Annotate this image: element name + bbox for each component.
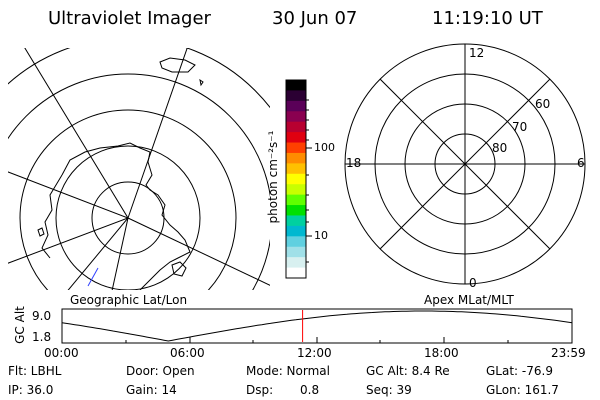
sat-track — [87, 267, 99, 287]
polar-diagonal — [379, 78, 551, 250]
orbit-y-top: 9.0 — [32, 309, 52, 323]
color-bar-band — [286, 100, 306, 112]
color-bar-band — [286, 111, 306, 123]
lat-70-label: 70 — [512, 120, 528, 134]
time-label: 11:19:10 UT — [432, 8, 543, 29]
colorbar-tick-100-label: 100 — [314, 141, 335, 154]
coastline — [41, 174, 63, 259]
seq-info: Seq: 39 — [366, 383, 412, 397]
island — [159, 57, 196, 73]
orbit-altitude-curve — [61, 310, 573, 342]
orbit-x-tick-1: 06:00 — [170, 346, 205, 360]
orbit-x-ticks — [125, 337, 509, 343]
color-bar-band — [286, 246, 306, 258]
orbit-x-tick-0: 00:00 — [44, 346, 79, 360]
orbit-x-tick-2: 12:00 — [297, 346, 332, 360]
island — [171, 261, 187, 277]
lon-line — [24, 48, 129, 219]
mode-info: Mode: Normal — [246, 364, 330, 378]
color-bar-band — [286, 194, 306, 206]
color-bar — [286, 80, 306, 279]
cbar-minor-ticks — [306, 99, 309, 263]
island — [37, 227, 45, 237]
glon-info: GLon: 161.7 — [486, 383, 559, 397]
filter-info: Flt: LBHL — [8, 364, 62, 378]
color-bar-band — [286, 173, 306, 185]
instrument-title: Ultraviolet Imager — [48, 8, 211, 29]
geographic-map — [8, 48, 270, 290]
mlt-0-label: 0 — [469, 276, 477, 290]
gain-info: Gain: 14 — [126, 383, 177, 397]
polar-grid — [344, 43, 586, 285]
lon-line — [127, 48, 188, 219]
color-bar-band — [286, 142, 306, 154]
coastline — [61, 142, 191, 290]
color-bar-frame — [285, 79, 307, 279]
geographic-map-label: Geographic Lat/Lon — [70, 293, 188, 307]
mlt-6-label: 6 — [577, 156, 585, 170]
color-bar-band — [286, 121, 306, 133]
lat-80-label: 80 — [492, 141, 508, 155]
color-bar-band — [286, 205, 306, 216]
lon-line — [127, 217, 270, 286]
colorbar-unit-label: photon cm⁻²s⁻¹ — [266, 130, 280, 224]
color-bar-band — [286, 257, 306, 269]
orbit-x-tick-3: 18:00 — [424, 346, 459, 360]
color-bar-band — [286, 132, 306, 144]
lon-line — [111, 217, 129, 290]
color-bar-band — [286, 163, 306, 175]
ip-info: IP: 36.0 — [8, 383, 54, 397]
mlt-12-label: 12 — [469, 46, 485, 60]
orbit-y-bottom: 1.8 — [32, 330, 52, 344]
lat-circle — [55, 145, 201, 290]
color-bar-band — [286, 90, 306, 102]
orbit-x-tick-4: 23:59 — [551, 346, 586, 360]
gc-alt-info: GC Alt: 8.4 Re — [366, 364, 450, 378]
color-bar-band — [286, 152, 306, 164]
glat-info: GLat: -76.9 — [486, 364, 553, 378]
mlt-18-label: 18 — [346, 156, 362, 170]
color-bar-band — [286, 267, 306, 279]
orbit-ylabel: GC Alt — [13, 306, 27, 344]
dsp-value: 0.8 — [300, 383, 320, 397]
door-info: Door: Open — [126, 364, 195, 378]
lat-60-label: 60 — [535, 97, 551, 111]
colorbar-tick-10-label: 10 — [314, 229, 328, 242]
lon-line — [67, 217, 129, 290]
island — [199, 78, 204, 87]
polar-map-label: Apex MLat/MLT — [424, 293, 514, 307]
lon-line — [8, 217, 129, 264]
color-bar-band — [286, 225, 306, 237]
lat-circle — [8, 73, 270, 290]
lat-circle — [8, 48, 270, 109]
color-bar-band — [286, 236, 306, 248]
date-label: 30 Jun 07 — [272, 8, 358, 29]
lat-circle — [19, 109, 237, 290]
color-bar-band — [286, 215, 306, 227]
color-bar-band — [286, 184, 306, 196]
dsp-label: Dsp: — [246, 383, 274, 397]
lon-line — [8, 171, 129, 219]
color-bar-band — [286, 80, 306, 91]
